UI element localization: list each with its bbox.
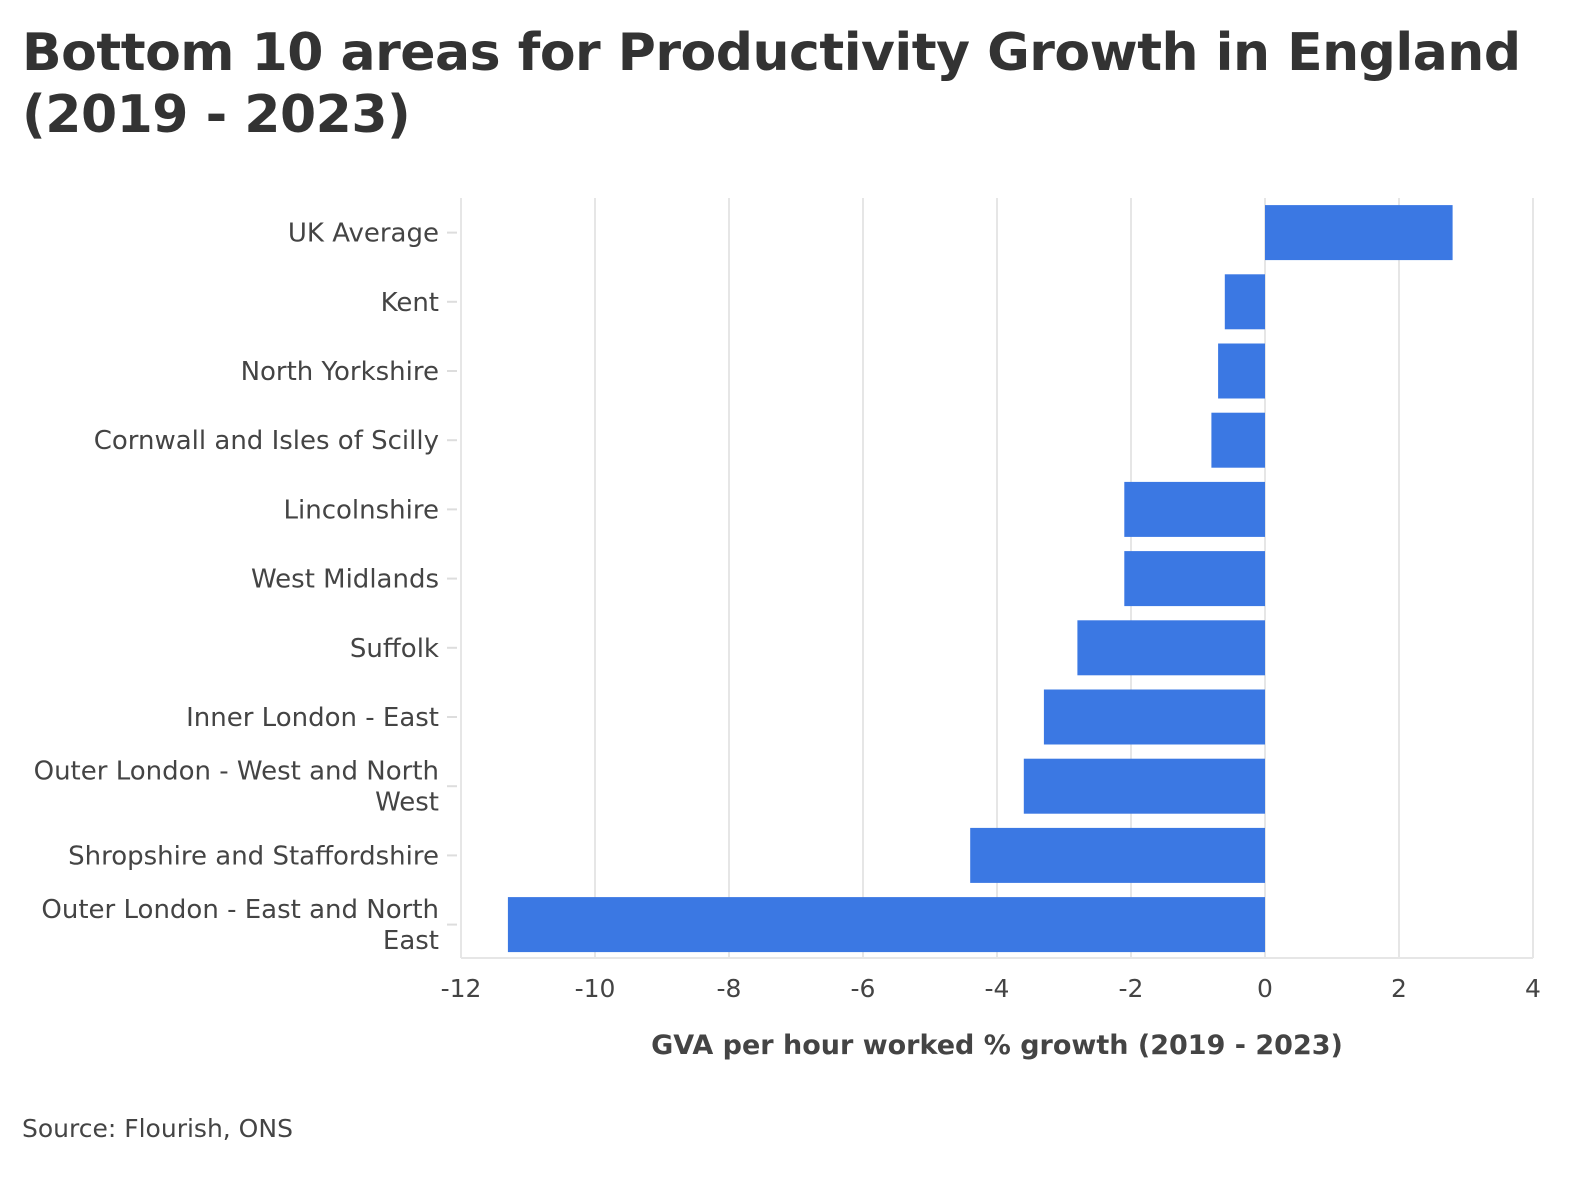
x-tick-label: -10 (575, 974, 616, 1003)
category-label: UK Average (288, 219, 439, 249)
category-label: Outer London - East and North (41, 895, 439, 925)
x-tick-label: 4 (1525, 974, 1541, 1003)
bar (1224, 274, 1265, 330)
bars (507, 205, 1453, 953)
category-label: Inner London - East (186, 703, 439, 733)
category-label: North Yorkshire (241, 357, 439, 387)
category-label: Lincolnshire (284, 495, 439, 525)
bar (1218, 343, 1265, 399)
category-label: East (383, 926, 439, 956)
bar (1211, 412, 1265, 468)
bar (970, 827, 1265, 883)
bar (1077, 620, 1265, 676)
category-label: West (375, 788, 439, 818)
bar (1124, 551, 1265, 607)
x-tick-label: 0 (1257, 974, 1273, 1003)
x-tick-label: -2 (1119, 974, 1144, 1003)
category-label: Cornwall and Isles of Scilly (94, 426, 439, 456)
x-tick-label: -4 (985, 974, 1010, 1003)
bar (507, 897, 1265, 953)
category-label: West Midlands (251, 565, 439, 595)
category-labels: UK Average Kent North Yorkshire Cornwall an… (34, 219, 457, 956)
x-tick-label: -6 (851, 974, 876, 1003)
category-label: Outer London - West and North (34, 757, 439, 787)
chart-title: Bottom 10 areas for Productivity Growth … (22, 23, 1521, 145)
category-label: Shropshire and Staffordshire (68, 841, 439, 871)
x-axis-title: GVA per hour worked % growth (2019 - 202… (651, 1030, 1343, 1061)
x-tick-label: -12 (441, 974, 482, 1003)
x-tick-labels: -12 -10 -8 -6 -4 -2 0 2 4 (441, 974, 1541, 1003)
bar (1023, 758, 1265, 814)
category-label: Kent (381, 288, 439, 318)
x-tick-label: -8 (717, 974, 742, 1003)
category-label: Suffolk (350, 634, 439, 664)
bar (1265, 205, 1453, 261)
bar (1043, 689, 1265, 745)
bar (1124, 481, 1265, 537)
source-note: Source: Flourish, ONS (22, 1114, 293, 1143)
x-tick-label: 2 (1391, 974, 1407, 1003)
